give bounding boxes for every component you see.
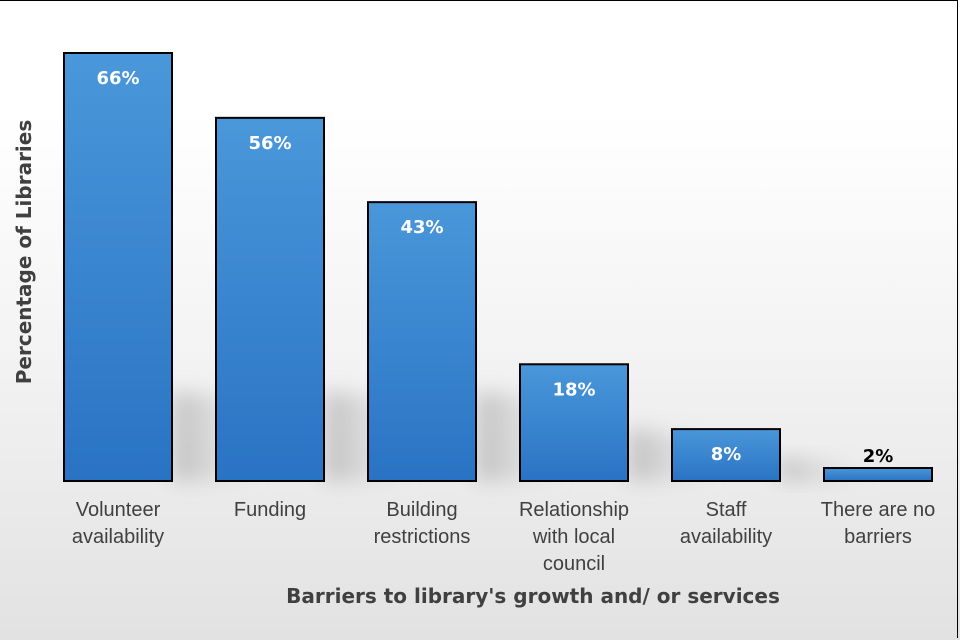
data-label: 43%: [400, 217, 443, 238]
category-label: Volunteer availability: [72, 499, 164, 548]
x-axis-title: Barriers to library's growth and/ or ser…: [286, 584, 780, 608]
bar: [823, 467, 933, 483]
bar: [367, 201, 477, 482]
data-label: 56%: [248, 133, 291, 154]
bar: [671, 428, 781, 483]
data-label: 66%: [96, 68, 139, 89]
bar: [63, 52, 173, 482]
y-axis-title: Percentage of Libraries: [12, 120, 36, 385]
data-label: 18%: [552, 379, 595, 400]
bar: [519, 363, 629, 483]
bar: [215, 116, 325, 483]
data-label: 2%: [863, 446, 894, 467]
category-label: Building restrictions: [374, 499, 471, 548]
category-label: Staff availability: [680, 499, 772, 548]
category-label: Funding: [234, 499, 306, 521]
category-label: Relationship with local council: [519, 499, 629, 575]
data-label: 8%: [711, 444, 742, 465]
category-label: There are no barriers: [821, 499, 936, 548]
